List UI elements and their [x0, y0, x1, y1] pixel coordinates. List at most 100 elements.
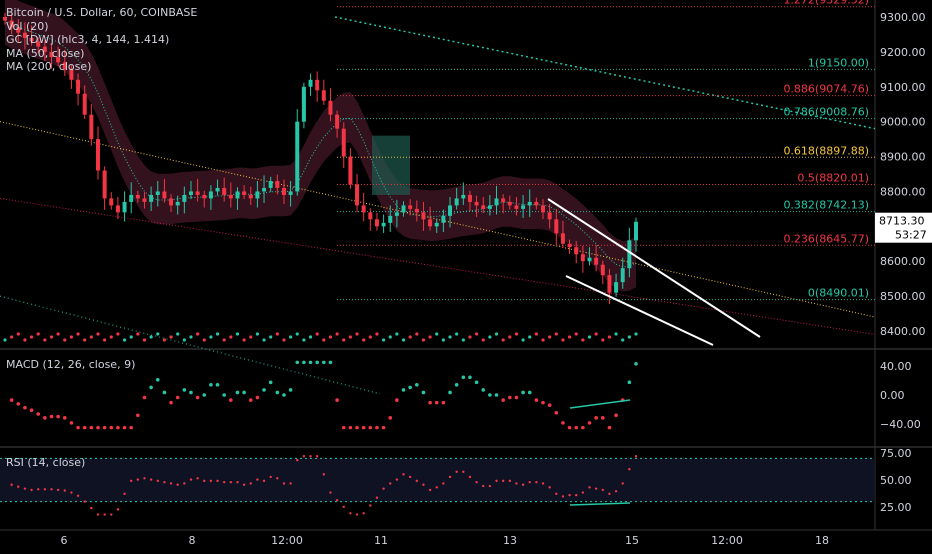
candle-body — [355, 184, 360, 206]
volume-dot — [382, 338, 386, 342]
candle-body — [288, 191, 293, 195]
time-tick-label: 11 — [374, 534, 388, 547]
indicator-gc[interactable]: GC [DW] (hlc3, 4, 144, 1.414) — [6, 33, 170, 46]
volume-dot — [109, 335, 113, 339]
fib-level-label: 0.236(8645.77) — [783, 232, 869, 245]
macd-legend[interactable]: MACD (12, 26, close, 9) — [6, 358, 136, 371]
macd-dot — [175, 395, 180, 400]
macd-dot — [348, 425, 353, 430]
macd-dot — [315, 360, 319, 365]
ma200-lower-channel — [0, 197, 876, 335]
macd-dot — [235, 390, 240, 395]
candle-body — [275, 180, 280, 188]
rsi-dot — [236, 480, 239, 484]
volume-dot — [548, 335, 552, 339]
volume-dot — [16, 332, 20, 336]
volume-dot — [63, 338, 67, 342]
macd-dot — [302, 360, 306, 365]
rsi-dot — [608, 492, 611, 496]
volume-dot — [401, 338, 406, 342]
volume-dot — [10, 335, 14, 339]
candle-body — [461, 194, 466, 199]
rsi-dot — [442, 482, 445, 485]
rsi-dot — [375, 496, 379, 499]
volume-dot — [494, 332, 499, 336]
rsi-dot — [249, 482, 252, 485]
macd-dot — [481, 388, 486, 392]
rsi-legend[interactable]: RSI (14, close) — [6, 456, 86, 469]
candle-body — [102, 170, 107, 199]
volume-dot — [614, 332, 618, 336]
indicator-ma50[interactable]: MA (50, close) — [6, 46, 85, 60]
indicator-vol[interactable]: Vol (20) — [6, 19, 49, 33]
macd-dot — [169, 400, 173, 405]
rsi-dot — [555, 492, 558, 496]
candle-body — [614, 282, 619, 293]
candle-body — [607, 275, 612, 293]
candle-body — [202, 194, 207, 199]
candle-body — [228, 194, 233, 199]
volume-dot — [255, 332, 259, 336]
rsi-dot — [123, 492, 126, 496]
macd-dot — [594, 416, 598, 420]
candle-body — [9, 20, 14, 28]
rsi-tick-label: 75.00 — [880, 447, 912, 460]
rsi-dot — [382, 487, 385, 490]
macd-dot — [16, 402, 21, 406]
candle-body — [76, 79, 81, 94]
macd-dot — [434, 400, 439, 405]
volume-dot — [269, 335, 273, 339]
candle-body — [434, 222, 439, 227]
volume-dot — [289, 335, 293, 339]
candle-body — [361, 205, 366, 213]
rsi-dot — [475, 480, 478, 484]
volume-dot — [302, 338, 306, 342]
rsi-dot — [621, 482, 624, 485]
macd-dot — [122, 425, 127, 430]
macd-dot — [29, 408, 34, 413]
indicator-ma200[interactable]: MA (200, close) — [6, 60, 92, 73]
volume-dot — [461, 338, 465, 342]
rsi-dot — [63, 489, 66, 492]
candle-body — [401, 205, 406, 213]
rsi-dot — [362, 512, 365, 515]
candle-body — [3, 17, 7, 21]
candle-body — [235, 191, 240, 199]
macd-tick-label: 40.00 — [880, 360, 912, 373]
macd-dot — [23, 405, 27, 410]
macd-dot — [282, 393, 286, 397]
candle-body — [507, 201, 512, 206]
volume-dot — [355, 332, 359, 336]
rsi-dot — [302, 455, 306, 458]
macd-dot — [248, 398, 253, 402]
macd-dot — [202, 393, 207, 397]
candle-body — [487, 205, 492, 209]
macd-divergence-line — [569, 399, 631, 409]
candle-body — [627, 240, 632, 269]
macd-dot — [96, 425, 100, 430]
volume-dot — [49, 335, 54, 339]
macd-dot — [229, 398, 233, 402]
candle-body — [255, 191, 260, 199]
main-legend: Bitcoin / U.S. Dollar, 60, COINBASE Vol … — [6, 6, 197, 74]
macd-dot — [69, 421, 74, 425]
rsi-dot — [561, 495, 565, 498]
macd-dot — [627, 380, 632, 385]
macd-dot — [408, 385, 412, 390]
volume-dot — [594, 332, 598, 336]
macd-dot — [355, 425, 359, 430]
candle-body — [162, 191, 167, 199]
volume-dot — [481, 338, 485, 342]
macd-dot — [441, 400, 446, 405]
macd-dot — [574, 425, 579, 430]
volume-dot — [295, 332, 299, 336]
rsi-dot — [229, 480, 233, 484]
volume-dot — [69, 335, 74, 339]
rsi-dot — [548, 486, 551, 489]
candle-body — [341, 128, 346, 157]
volume-dot — [421, 338, 426, 342]
rsi-dot — [50, 488, 53, 491]
volume-dot — [388, 335, 392, 339]
